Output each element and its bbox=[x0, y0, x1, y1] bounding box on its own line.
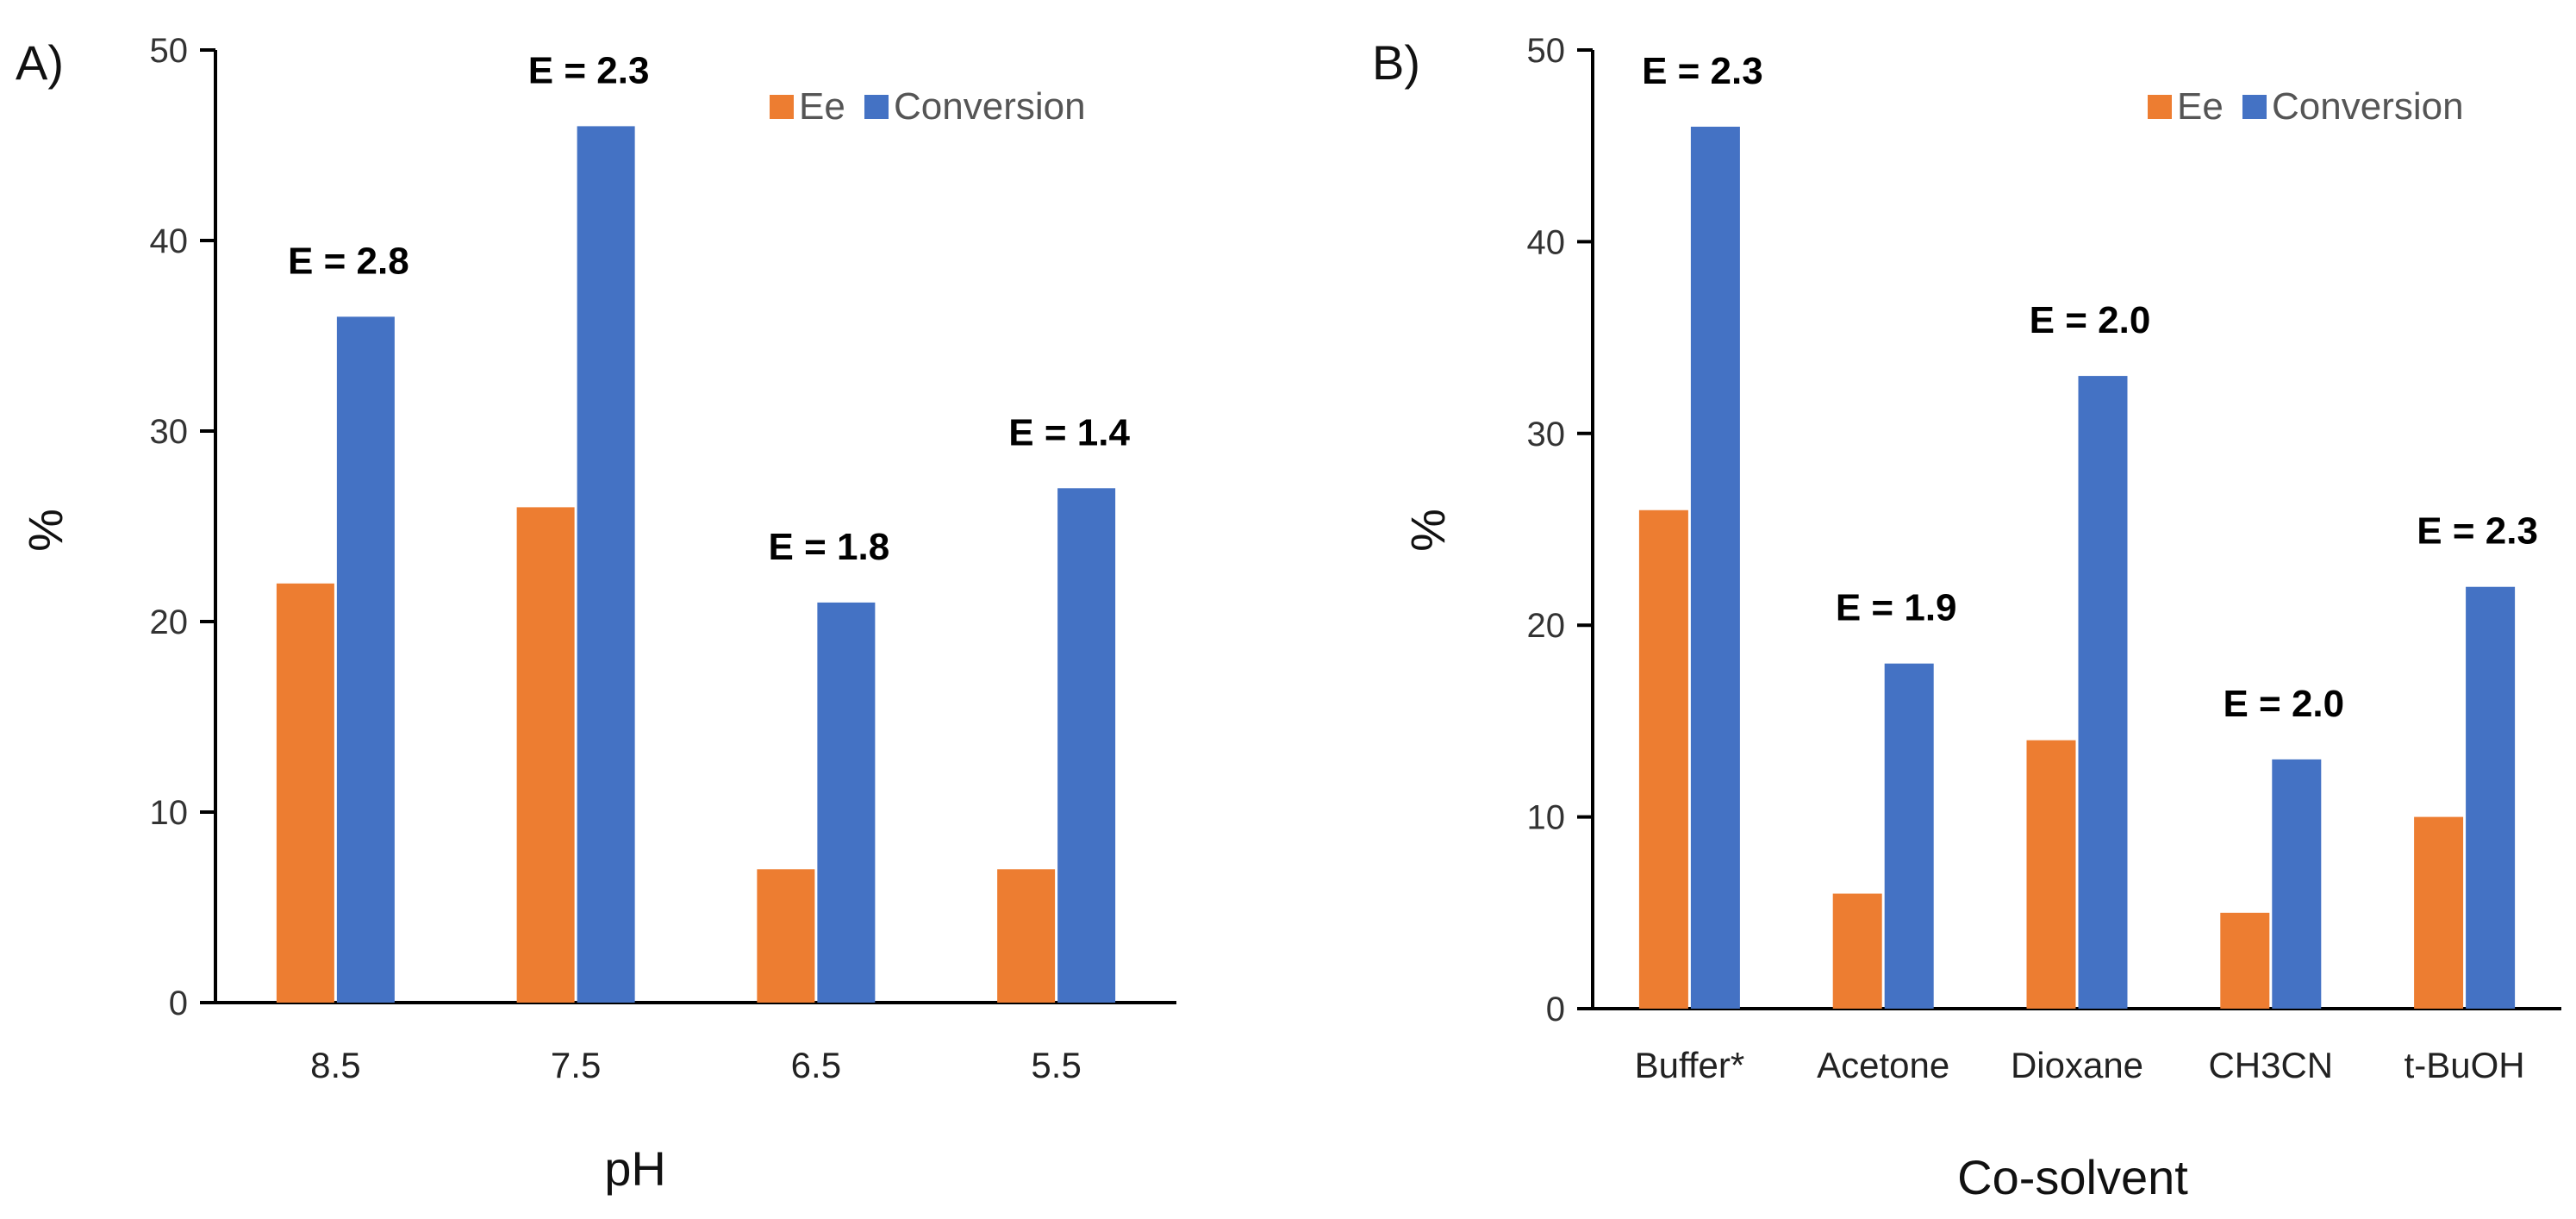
e-value-annotation: E = 2.8 bbox=[288, 240, 409, 282]
category-label: Acetone bbox=[1817, 1045, 1949, 1085]
bar-ee bbox=[2414, 816, 2464, 1009]
bar-ee bbox=[2220, 912, 2270, 1009]
legend-swatch-ee bbox=[770, 95, 794, 119]
bar-ee bbox=[1638, 509, 1688, 1009]
y-tick-label: 30 bbox=[1527, 416, 1566, 453]
bar-conversion bbox=[1690, 126, 1740, 1009]
bar-conversion bbox=[2272, 759, 2322, 1009]
e-value-annotation: E = 1.9 bbox=[1836, 587, 1957, 629]
e-value-annotation: E = 2.3 bbox=[1642, 50, 1763, 92]
bar-conversion bbox=[1884, 663, 1934, 1009]
bar-conversion bbox=[1057, 488, 1116, 1003]
category-label: 7.5 bbox=[551, 1045, 601, 1085]
y-tick-label: 0 bbox=[1546, 991, 1565, 1028]
panel-b: B) 0 10 20 30 40 50% Co-solvent Buffer* E = 2.3 Ac… bbox=[1372, 32, 2561, 1204]
x-axis-title: pH bbox=[604, 1141, 666, 1196]
bar-ee bbox=[1832, 893, 1882, 1009]
y-tick-label: 30 bbox=[150, 413, 189, 451]
category-label: 8.5 bbox=[310, 1045, 360, 1085]
x-axis-title: Co-solvent bbox=[1957, 1150, 2188, 1204]
y-tick-label: 40 bbox=[1527, 223, 1566, 261]
bar-conversion bbox=[336, 316, 395, 1003]
bar-conversion bbox=[2466, 586, 2516, 1009]
panel-label: B) bbox=[1372, 35, 1420, 90]
legend-swatch-ee bbox=[2148, 95, 2172, 119]
category-label: CH3CN bbox=[2208, 1045, 2333, 1085]
e-value-annotation: E = 1.8 bbox=[769, 526, 890, 568]
category-label: t-BuOH bbox=[2404, 1045, 2525, 1085]
e-value-annotation: E = 1.4 bbox=[1008, 411, 1130, 453]
bar-ee bbox=[757, 869, 815, 1003]
bar-conversion bbox=[817, 602, 876, 1003]
y-tick-label: 20 bbox=[150, 603, 189, 641]
y-tick-label: 20 bbox=[1527, 607, 1566, 645]
legend-label-conversion: Conversion bbox=[894, 85, 1086, 128]
category-label: Dioxane bbox=[2011, 1045, 2143, 1085]
category-label: Buffer* bbox=[1635, 1045, 1745, 1085]
bar-ee bbox=[276, 583, 334, 1003]
bar-conversion bbox=[2078, 376, 2128, 1010]
bar-ee bbox=[997, 869, 1056, 1003]
bar-ee bbox=[516, 507, 575, 1003]
legend-label-ee: Ee bbox=[2177, 85, 2224, 128]
y-tick-label: 0 bbox=[169, 985, 188, 1022]
y-tick-label: 50 bbox=[150, 32, 189, 70]
e-value-annotation: E = 2.3 bbox=[2417, 510, 2538, 553]
y-tick-label: 10 bbox=[1527, 799, 1566, 837]
bar-ee bbox=[2026, 740, 2076, 1009]
y-tick-label: 40 bbox=[150, 222, 189, 260]
e-value-annotation: E = 2.0 bbox=[2030, 299, 2151, 341]
y-tick-label: 10 bbox=[150, 794, 189, 832]
legend-label-conversion: Conversion bbox=[2272, 85, 2464, 128]
y-axis-title: % bbox=[18, 509, 72, 552]
y-tick-label: 50 bbox=[1527, 32, 1566, 70]
legend-swatch-conversion bbox=[864, 95, 889, 119]
legend-swatch-conversion bbox=[2242, 95, 2267, 119]
bar-conversion bbox=[577, 126, 635, 1003]
category-label: 6.5 bbox=[791, 1045, 841, 1085]
y-axis-title: % bbox=[1400, 509, 1455, 552]
legend-label-ee: Ee bbox=[799, 85, 845, 128]
e-value-annotation: E = 2.3 bbox=[528, 49, 650, 91]
e-value-annotation: E = 2.0 bbox=[2223, 683, 2344, 725]
panel-a: A) 0 10 20 30 40 50% pH 8.5 E = 2.8 7.5 E = 2.3 6.5 E… bbox=[16, 32, 1176, 1196]
category-label: 5.5 bbox=[1031, 1045, 1081, 1085]
panel-label: A) bbox=[16, 35, 64, 90]
